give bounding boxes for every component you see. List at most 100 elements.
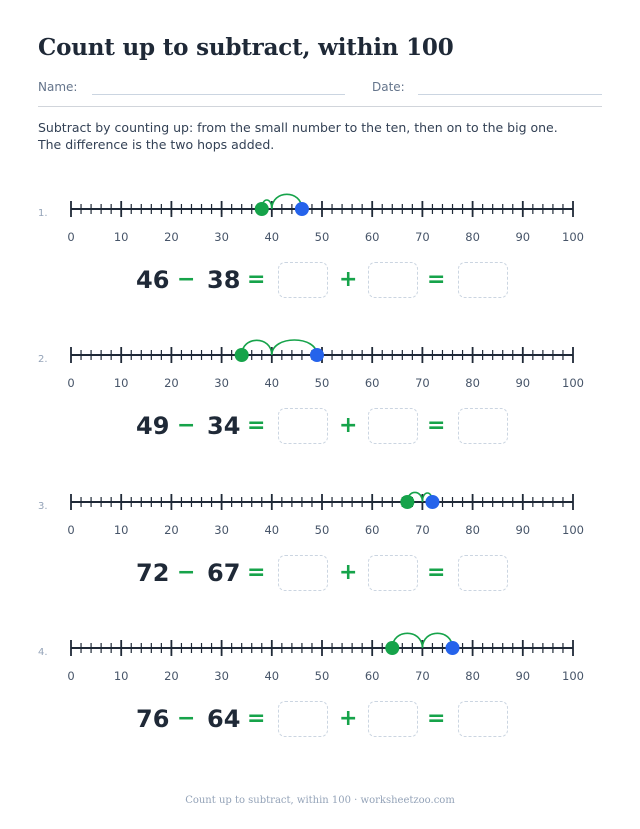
answer-box-second-hop[interactable] [368,701,418,737]
problem-2: 2. 0 10 20 30 40 50 60 70 80 90 100 49−34 = + = [0,334,640,464]
tick-label: 40 [264,669,280,683]
subtrahend: 67 [207,559,241,587]
equals-sign: = [247,267,266,292]
problem-3: 3. 0 10 20 30 40 50 60 70 80 90 100 72−67 = + = [0,481,640,611]
tick-label: 0 [67,669,75,683]
tick-label: 80 [465,669,480,683]
plus-sign: + [339,706,358,731]
tick-label: 80 [465,523,480,537]
answer-box-first-hop[interactable] [278,701,328,737]
answer-box-difference[interactable] [458,408,508,444]
tick-label: 100 [562,230,584,244]
minus-sign: − [177,560,196,585]
answer-box-second-hop[interactable] [368,555,418,591]
tick-label: 40 [264,230,280,244]
end-dot [425,495,440,509]
tick-label: 50 [314,669,330,683]
start-dot [385,641,400,655]
answer-box-first-hop[interactable] [278,408,328,444]
tick-label: 10 [113,523,129,537]
equation-row: 49−34 = + = [0,408,640,448]
tick-label: 90 [515,230,531,244]
problem-4: 4. 0 10 20 30 40 50 60 70 80 90 100 76−64 = + = [0,627,640,757]
problem-number: 1. [38,208,48,219]
date-label: Date: [372,80,405,94]
tick-label: 60 [364,669,380,683]
tick-label: 100 [562,376,584,390]
date-field[interactable] [418,94,602,95]
name-field[interactable] [92,94,345,95]
tick-label: 30 [214,669,229,683]
plus-sign: + [339,267,358,292]
plus-sign: + [339,560,358,585]
answer-box-first-hop[interactable] [278,555,328,591]
tick-label: 20 [164,523,179,537]
subtrahend: 38 [207,266,241,294]
equation-row: 46−38 = + = [0,262,640,302]
tick-label: 0 [67,230,75,244]
tick-label: 70 [415,376,430,390]
tick-label: 20 [164,669,179,683]
equals-sign: = [427,706,446,731]
tick-label: 60 [364,376,380,390]
subtrahend: 64 [207,705,241,733]
tick-label: 70 [415,669,430,683]
problem-number: 4. [38,647,48,658]
tick-label: 50 [314,523,330,537]
answer-box-difference[interactable] [458,701,508,737]
answer-box-first-hop[interactable] [278,262,328,298]
equals-sign: = [427,267,446,292]
answer-box-difference[interactable] [458,555,508,591]
tick-label: 20 [164,376,179,390]
tick-label: 80 [465,376,480,390]
equals-sign: = [427,560,446,585]
tick-label: 100 [562,669,584,683]
tick-label: 60 [364,230,380,244]
header-divider [38,106,602,107]
minuend: 46 [136,266,170,294]
end-dot [294,202,309,216]
number-line [70,491,574,510]
footer: Count up to subtract, within 100 · works… [185,795,455,806]
tick-label: 30 [214,376,229,390]
equals-sign: = [247,706,266,731]
tick-label: 50 [314,230,330,244]
tick-label: 10 [113,669,129,683]
tick-label: 20 [164,230,179,244]
minus-sign: − [177,706,196,731]
equation-row: 72−67 = + = [0,555,640,595]
problem-number: 2. [38,354,48,365]
tick-label: 70 [415,523,430,537]
name-label: Name: [38,80,78,94]
tick-label: 40 [264,523,280,537]
tick-label: 80 [465,230,480,244]
answer-box-second-hop[interactable] [368,408,418,444]
tick-label: 50 [314,376,330,390]
minuend: 72 [136,559,170,587]
tick-label: 70 [415,230,430,244]
number-line [70,339,574,363]
tick-label: 90 [515,376,531,390]
number-line [70,632,574,656]
tick-label: 10 [113,230,129,244]
tick-label: 30 [214,230,229,244]
page-title: Count up to subtract, within 100 [38,34,454,61]
tick-label: 0 [67,523,75,537]
end-dot [309,348,324,362]
tick-label: 90 [515,523,531,537]
minuend: 49 [136,412,170,440]
end-dot [445,641,460,655]
equals-sign: = [247,413,266,438]
equals-sign: = [427,413,446,438]
answer-box-difference[interactable] [458,262,508,298]
tick-label: 10 [113,376,129,390]
minuend: 76 [136,705,170,733]
problem-number: 3. [38,501,48,512]
answer-box-second-hop[interactable] [368,262,418,298]
tick-label: 0 [67,376,75,390]
instructions: Subtract by counting up: from the small … [38,120,558,152]
equals-sign: = [247,560,266,585]
hop-arc-2 [271,339,318,356]
number-line [70,193,574,217]
problem-1: 1. 0 10 20 30 40 50 60 70 80 90 100 46−38 = + = [0,188,640,318]
